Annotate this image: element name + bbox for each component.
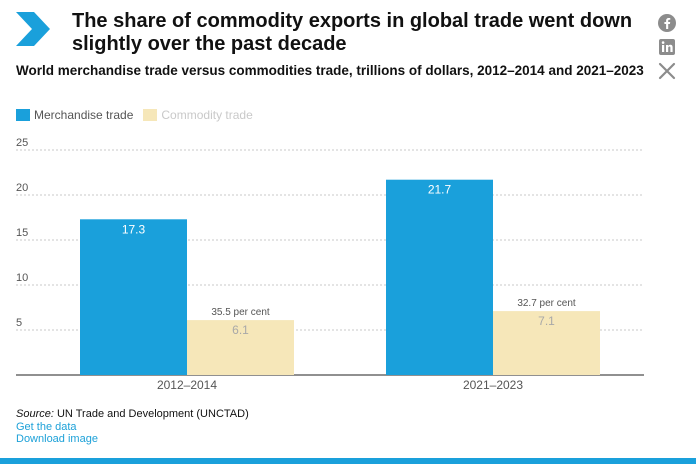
y-tick-label: 5 — [16, 317, 22, 329]
share-annotation: 35.5 per cent — [211, 307, 270, 318]
bar-commodity — [493, 311, 600, 375]
legend-swatch-commodity — [143, 109, 158, 121]
bottom-accent-bar — [0, 458, 696, 464]
legend-item-merchandise: Merchandise trade — [16, 108, 133, 122]
x-icon[interactable] — [656, 60, 678, 82]
bar-value-label: 6.1 — [232, 323, 249, 337]
share-annotation: 32.7 per cent — [517, 298, 576, 309]
facebook-icon[interactable] — [656, 12, 678, 34]
x-category-label: 2012–2014 — [157, 378, 217, 392]
bar-value-label: 7.1 — [538, 314, 555, 328]
y-tick-label: 20 — [16, 182, 28, 194]
source-text: UN Trade and Development (UNCTAD) — [56, 408, 249, 420]
bar-merchandise — [386, 179, 493, 375]
bar-chart: 5 10 15 20 25 17.3 6.1 35.5 per cent 2012–2014 21… — [16, 137, 644, 392]
source-note: Source: UN Trade and Development (UNCTAD… — [16, 408, 249, 445]
x-category-label: 2021–2023 — [463, 378, 523, 392]
bar-merchandise — [80, 219, 187, 375]
legend-label-commodity: Commodity trade — [161, 108, 253, 122]
bar-value-label: 21.7 — [428, 183, 452, 197]
y-tick-label: 10 — [16, 272, 28, 284]
legend-item-commodity: Commodity trade — [143, 108, 253, 122]
linkedin-icon[interactable] — [656, 36, 678, 58]
legend-label-merchandise: Merchandise trade — [34, 108, 134, 122]
source-label: Source: — [16, 408, 54, 420]
page-title: The share of commodity exports in global… — [72, 10, 633, 55]
chart-subtitle: World merchandise trade versus commoditi… — [16, 63, 644, 78]
y-tick-label: 15 — [16, 227, 28, 239]
get-data-link[interactable]: Get the data — [16, 421, 77, 433]
y-tick-label: 25 — [16, 137, 28, 149]
chart-legend: Merchandise trade Commodity trade — [16, 108, 253, 122]
bar-value-label: 17.3 — [122, 222, 146, 236]
legend-swatch-merchandise — [16, 109, 30, 121]
brand-logo — [16, 12, 58, 46]
bar-commodity — [187, 320, 294, 375]
download-image-link[interactable]: Download image — [16, 433, 98, 445]
